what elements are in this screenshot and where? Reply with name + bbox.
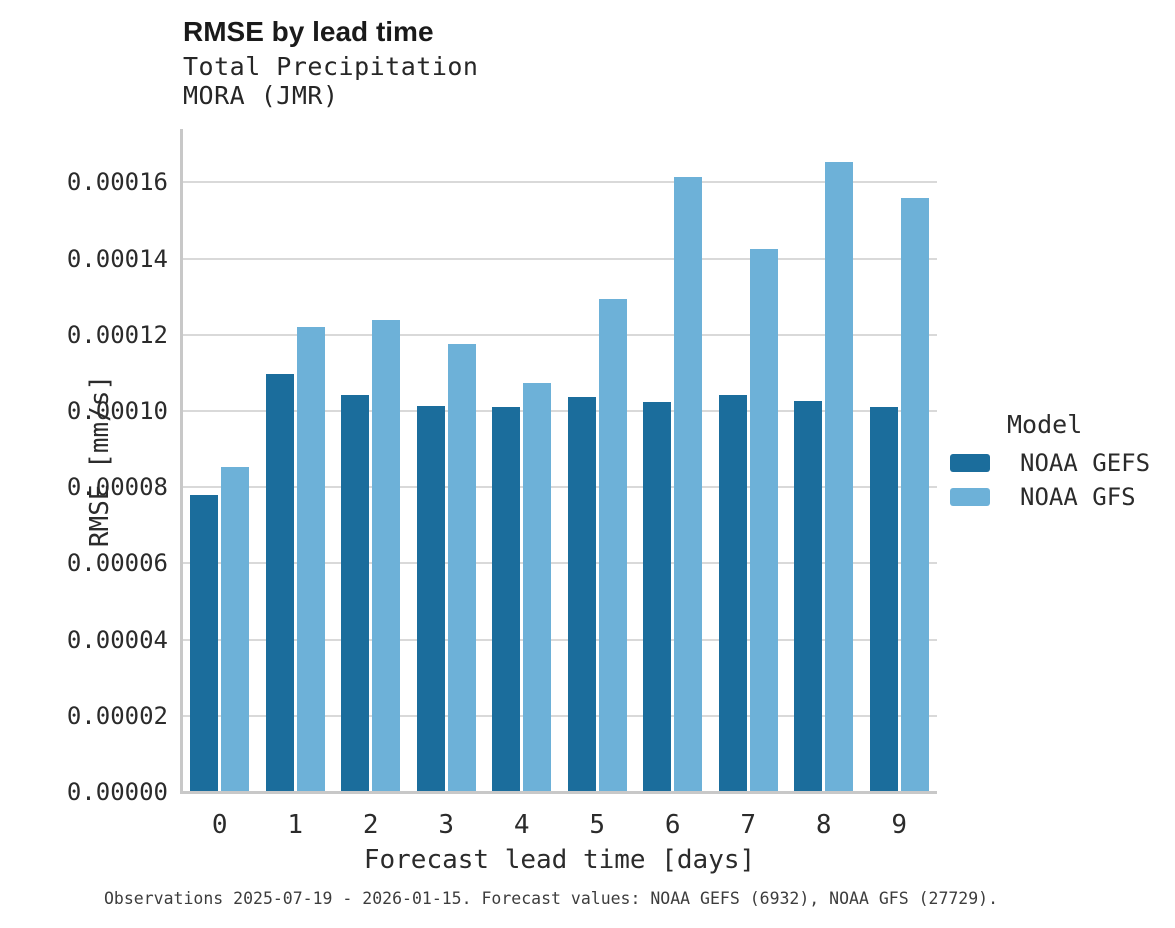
x-tick-label: 5 <box>589 810 606 840</box>
x-tick-label: 4 <box>513 810 530 840</box>
legend: Model NOAA GEFS NOAA GFS <box>950 410 1170 521</box>
y-tick-label: 0.00014 <box>66 244 168 273</box>
footer-caption: Observations 2025-07-19 - 2026-01-15. Fo… <box>104 889 999 908</box>
y-tick-label: 0.00004 <box>66 625 168 654</box>
legend-entries: NOAA GEFS NOAA GFS <box>950 449 1170 511</box>
x-tick-label: 6 <box>664 810 681 840</box>
y-axis-title: RMSE [mm/s] <box>85 374 116 548</box>
gridline <box>182 333 937 336</box>
gridline <box>182 562 937 565</box>
bar-noaa-gfs-day-9 <box>900 197 929 792</box>
x-axis-spine <box>180 791 937 794</box>
bar-noaa-gefs-day-8 <box>794 400 823 792</box>
bar-noaa-gefs-day-1 <box>265 374 294 792</box>
bar-noaa-gfs-day-0 <box>221 466 250 792</box>
y-tick-label: 0.00008 <box>66 473 168 502</box>
bar-noaa-gfs-day-8 <box>825 161 854 792</box>
bar-noaa-gefs-day-0 <box>190 494 219 792</box>
x-tick-label: 2 <box>362 810 379 840</box>
gridline <box>182 486 937 489</box>
legend-entry: NOAA GEFS <box>950 449 1170 477</box>
bar-noaa-gefs-day-4 <box>492 407 521 792</box>
legend-title: Model <box>1007 410 1083 439</box>
x-tick-label: 9 <box>891 810 908 840</box>
bar-noaa-gefs-day-9 <box>869 407 898 792</box>
bar-noaa-gefs-day-7 <box>718 394 747 792</box>
bar-noaa-gfs-day-5 <box>598 299 627 792</box>
chart-title: RMSE by lead time <box>183 16 434 47</box>
chart-subtitle-region: MORA (JMR) <box>183 81 339 110</box>
bar-noaa-gfs-day-6 <box>674 176 703 792</box>
legend-entry: NOAA GFS <box>950 483 1170 511</box>
x-tick-label: 7 <box>740 810 757 840</box>
y-tick-label: 0.00012 <box>66 320 168 349</box>
legend-swatch-icon <box>950 487 990 506</box>
y-tick-label: 0.00006 <box>66 549 168 578</box>
y-tick-label: 0.00002 <box>66 701 168 730</box>
bar-noaa-gfs-day-4 <box>523 383 552 792</box>
bar-noaa-gfs-day-3 <box>447 343 476 792</box>
x-tick-label: 0 <box>211 810 228 840</box>
gridline <box>182 638 937 641</box>
y-tick-label: 0.00010 <box>66 396 168 425</box>
x-tick-label: 8 <box>815 810 832 840</box>
x-axis-title: Forecast lead time [days] <box>363 845 756 875</box>
bar-noaa-gefs-day-2 <box>341 394 370 792</box>
gridline <box>182 714 937 717</box>
y-tick-label: 0.00016 <box>66 168 168 197</box>
bar-noaa-gefs-day-3 <box>416 405 445 792</box>
legend-label: NOAA GFS <box>1020 482 1136 511</box>
legend-label: NOAA GEFS <box>1020 448 1151 477</box>
gridline <box>182 409 937 412</box>
chart-subtitle-variable: Total Precipitation <box>183 52 479 81</box>
bar-noaa-gfs-day-2 <box>372 319 401 792</box>
bar-noaa-gfs-day-7 <box>749 249 778 792</box>
x-tick-label: 1 <box>287 810 304 840</box>
y-axis-spine <box>180 129 183 794</box>
gridline <box>182 257 937 260</box>
gridline <box>182 181 937 184</box>
legend-swatch-icon <box>950 453 990 472</box>
bar-noaa-gfs-day-1 <box>296 327 325 792</box>
bar-noaa-gefs-day-6 <box>643 402 672 792</box>
y-tick-label: 0.00000 <box>66 778 168 806</box>
bar-noaa-gefs-day-5 <box>567 396 596 792</box>
x-tick-label: 3 <box>438 810 455 840</box>
